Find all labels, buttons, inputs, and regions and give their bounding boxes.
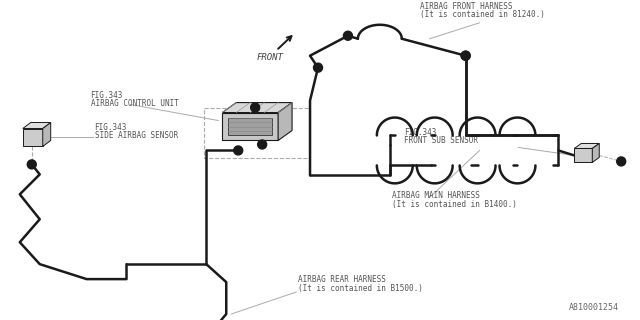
Polygon shape xyxy=(23,129,43,147)
Text: FRONT SUB SENSOR: FRONT SUB SENSOR xyxy=(404,136,478,146)
Text: (It is contained in B1400.): (It is contained in B1400.) xyxy=(392,200,516,209)
Polygon shape xyxy=(278,103,292,140)
Circle shape xyxy=(344,31,353,40)
Text: FIG.343: FIG.343 xyxy=(404,129,436,138)
Text: AIRBAG REAR HARNESS: AIRBAG REAR HARNESS xyxy=(298,275,386,284)
Circle shape xyxy=(461,51,470,60)
Circle shape xyxy=(258,140,267,149)
Text: (It is contained in 81240.): (It is contained in 81240.) xyxy=(420,10,545,19)
Text: (It is contained in B1500.): (It is contained in B1500.) xyxy=(298,284,423,293)
Polygon shape xyxy=(222,113,278,140)
Polygon shape xyxy=(574,143,599,148)
Polygon shape xyxy=(222,103,292,113)
Circle shape xyxy=(314,63,323,72)
Polygon shape xyxy=(574,148,592,163)
Text: FIG.343: FIG.343 xyxy=(95,124,127,132)
Text: AIRBAG CONTROL UNIT: AIRBAG CONTROL UNIT xyxy=(91,99,179,108)
Circle shape xyxy=(28,160,36,169)
Circle shape xyxy=(461,51,470,60)
Text: A810001254: A810001254 xyxy=(569,303,620,312)
Circle shape xyxy=(617,157,626,166)
Text: AIRBAG FRONT HARNESS: AIRBAG FRONT HARNESS xyxy=(420,2,512,11)
Polygon shape xyxy=(228,117,272,135)
Polygon shape xyxy=(43,123,51,147)
Text: FRONT: FRONT xyxy=(256,53,283,62)
Polygon shape xyxy=(592,143,599,163)
Circle shape xyxy=(234,146,243,155)
Polygon shape xyxy=(23,123,51,129)
Text: AIRBAG MAIN HARNESS: AIRBAG MAIN HARNESS xyxy=(392,191,480,200)
Circle shape xyxy=(251,103,260,112)
Text: FIG.343: FIG.343 xyxy=(91,91,123,100)
Text: SIDE AIRBAG SENSOR: SIDE AIRBAG SENSOR xyxy=(95,132,178,140)
